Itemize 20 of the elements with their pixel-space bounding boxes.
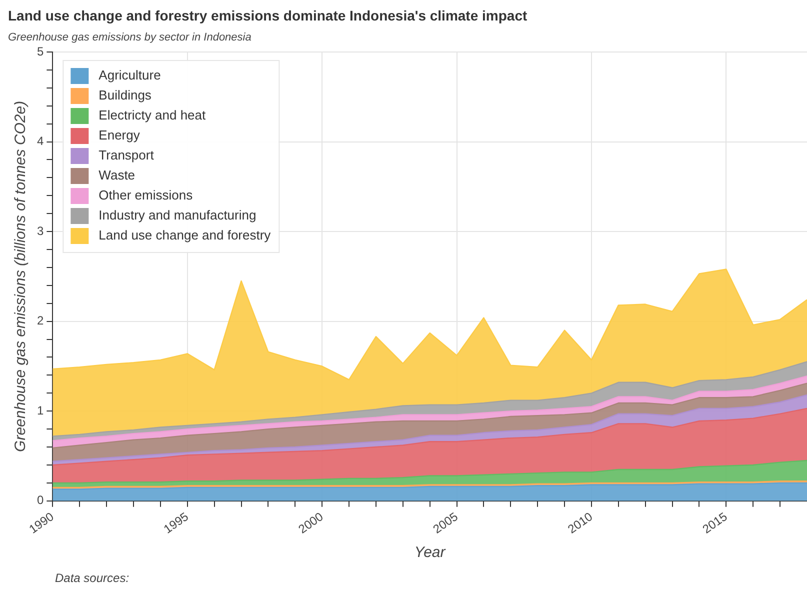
text: Data sources: bbox=[55, 571, 130, 585]
legend-label: Industry and manufacturing bbox=[98, 208, 256, 223]
y-tick-label: 0 bbox=[36, 493, 44, 508]
y-tick-label: 4 bbox=[36, 134, 44, 148]
y-tick-label: 5 bbox=[36, 44, 44, 58]
legend-label: Buildings bbox=[98, 88, 152, 103]
y-tick-label: 3 bbox=[36, 224, 44, 238]
legend-label: Electricty and heat bbox=[98, 108, 206, 123]
chart-title: Land use change and forestry emissions dominate Indonesia's climate impact bbox=[8, 7, 528, 24]
legend-label: Land use change and forestry bbox=[98, 228, 272, 243]
x-axis-title: Year bbox=[414, 544, 446, 562]
legend-label: Transport bbox=[98, 148, 154, 163]
legend-label: Waste bbox=[98, 168, 136, 183]
legend-label: Other emissions bbox=[98, 188, 194, 203]
y-axis-title: Greenhouse gas emissions (billions of tonnes CO2e) bbox=[12, 100, 30, 452]
y-tick-label: 2 bbox=[36, 314, 44, 328]
chart-subtitle: Greenhouse gas emissions by sector in Indonesia bbox=[8, 31, 252, 44]
legend-label: Energy bbox=[98, 128, 140, 143]
legend-label: Agriculture bbox=[98, 68, 161, 83]
y-tick-label: 1 bbox=[36, 403, 44, 418]
